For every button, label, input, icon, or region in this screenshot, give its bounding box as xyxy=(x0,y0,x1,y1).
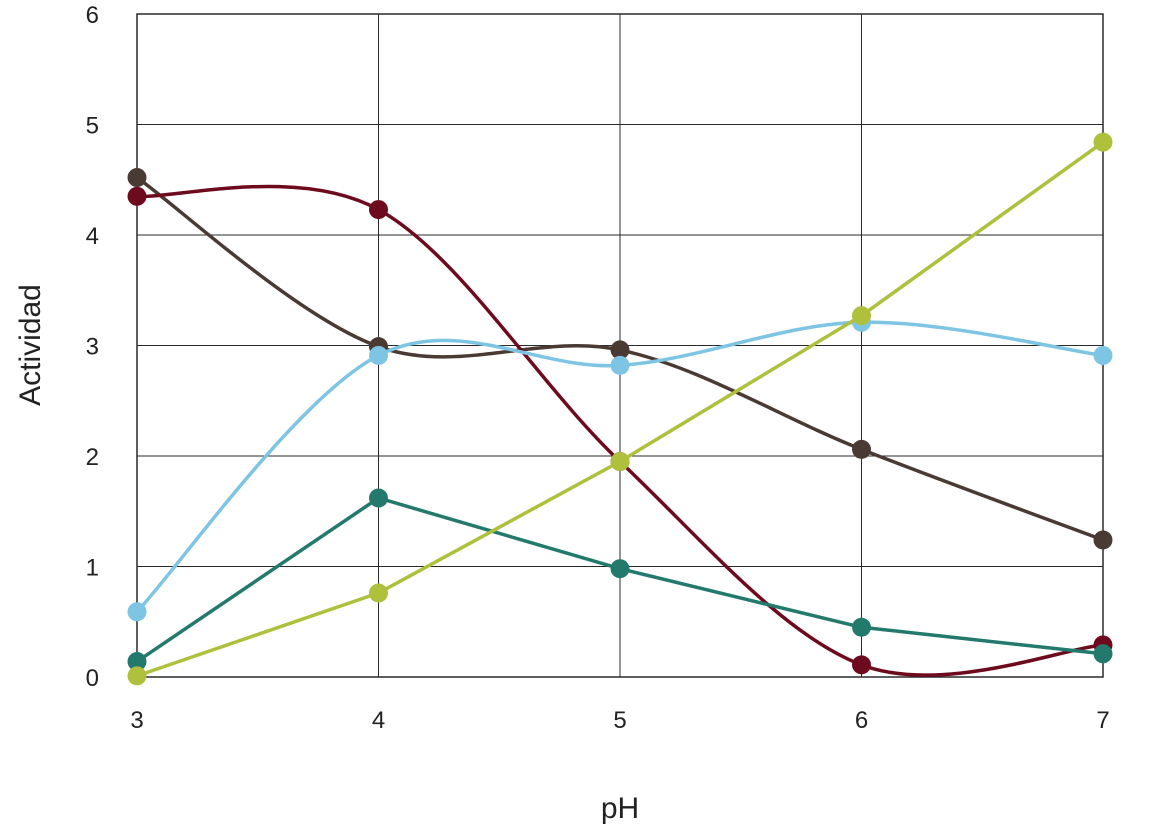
data-point xyxy=(852,655,871,675)
data-point xyxy=(127,602,147,622)
y-tick-label: 2 xyxy=(86,444,99,471)
series-layer xyxy=(127,132,1113,686)
y-tick-label: 6 xyxy=(86,2,99,29)
plot-frame xyxy=(136,13,1104,678)
x-axis-title: pH xyxy=(601,792,639,825)
data-point xyxy=(852,617,871,637)
tick-labels: 0 1 2 3 4 5 6 3 4 5 6 7 xyxy=(86,2,1110,734)
data-point xyxy=(610,340,630,360)
x-tick-label: 5 xyxy=(613,707,626,734)
data-point xyxy=(610,355,630,375)
data-point xyxy=(1093,345,1113,365)
data-point xyxy=(1093,530,1113,550)
y-tick-label: 1 xyxy=(86,555,99,582)
data-point xyxy=(369,345,388,365)
data-point xyxy=(127,186,147,206)
y-tick-label: 3 xyxy=(86,334,99,361)
y-tick-label: 4 xyxy=(86,223,99,250)
data-point xyxy=(127,168,147,188)
y-axis-title: Actividad xyxy=(14,284,47,406)
data-point xyxy=(852,439,871,459)
data-point xyxy=(369,583,388,603)
y-tick-label: 0 xyxy=(86,665,99,692)
data-point xyxy=(610,559,630,579)
x-tick-label: 3 xyxy=(130,707,143,734)
data-point xyxy=(1093,644,1113,664)
series-line xyxy=(135,320,1105,614)
data-point xyxy=(610,452,630,472)
y-tick-label: 5 xyxy=(86,113,99,140)
data-point xyxy=(852,306,871,326)
data-point xyxy=(369,200,388,220)
data-point xyxy=(127,666,147,686)
series-3 xyxy=(127,312,1113,622)
x-tick-label: 7 xyxy=(1096,707,1109,734)
data-point xyxy=(1093,132,1113,152)
series-5 xyxy=(127,132,1113,686)
x-tick-label: 6 xyxy=(855,707,868,734)
x-tick-label: 4 xyxy=(372,707,385,734)
data-point xyxy=(369,488,388,508)
data-point xyxy=(127,652,147,672)
series-4 xyxy=(127,488,1113,672)
